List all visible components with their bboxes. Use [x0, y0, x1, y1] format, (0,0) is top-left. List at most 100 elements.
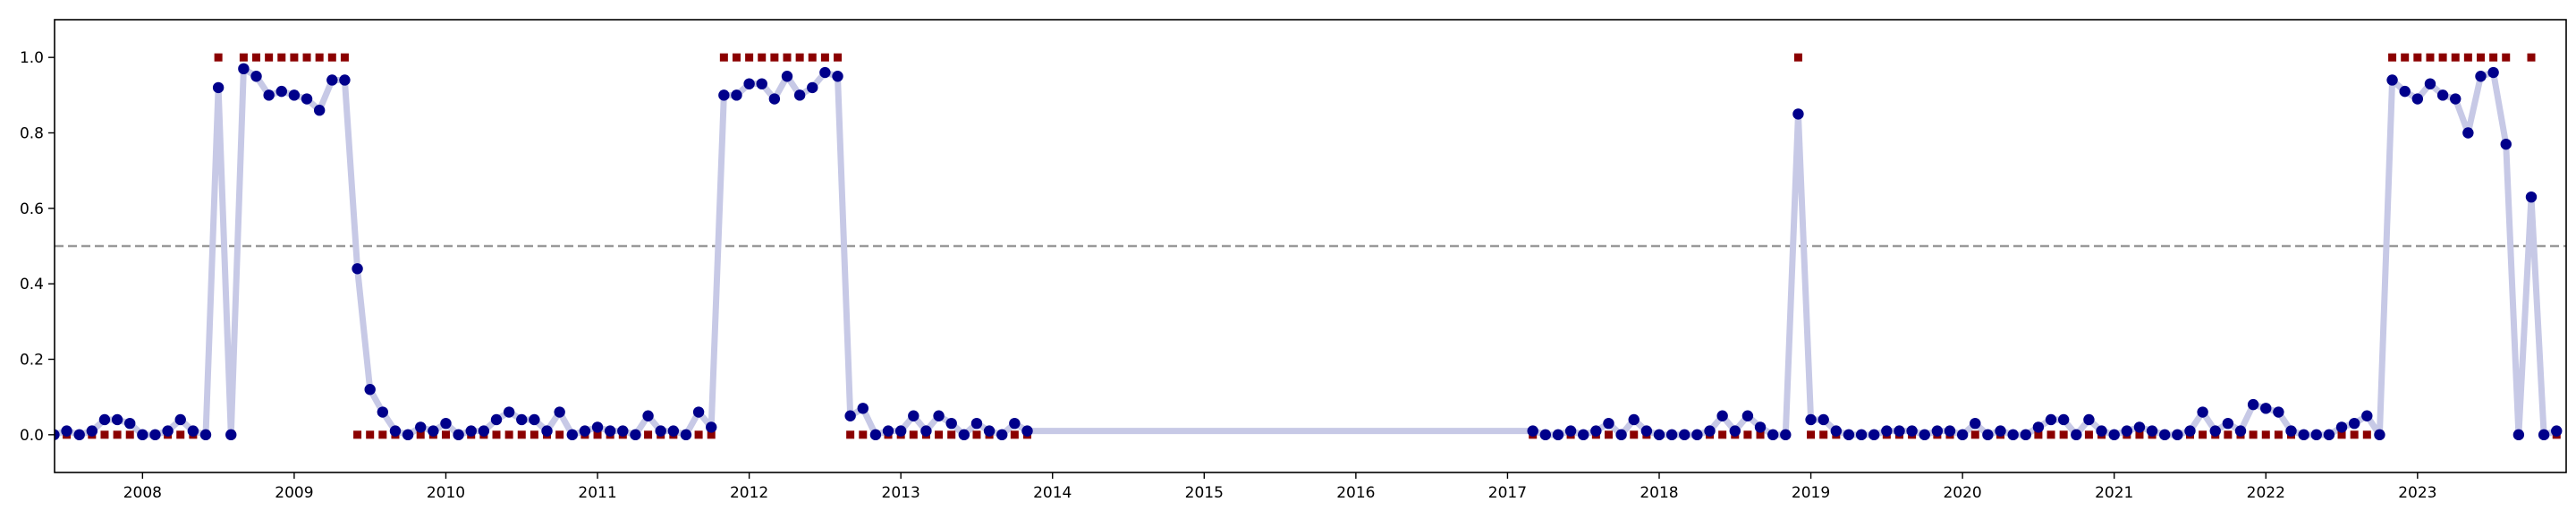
label-marker — [758, 53, 767, 62]
probability-point — [1855, 429, 1868, 441]
probability-point — [617, 425, 629, 437]
probability-point — [1780, 429, 1792, 441]
probability-point — [958, 429, 970, 441]
probability-point — [1615, 429, 1627, 441]
y-tick-label: 0.6 — [20, 200, 44, 218]
label-marker — [2261, 430, 2270, 439]
probability-point — [1539, 429, 1552, 441]
probability-point — [579, 425, 591, 437]
probability-point — [1653, 429, 1665, 441]
label-marker — [290, 53, 299, 62]
probability-point — [933, 410, 945, 421]
label-marker — [2046, 430, 2055, 439]
label-marker — [972, 430, 981, 439]
label-marker — [504, 430, 513, 439]
probability-point — [743, 78, 755, 89]
probability-point — [655, 425, 666, 437]
probability-point — [1956, 429, 1969, 441]
probability-point — [339, 74, 351, 86]
probability-point — [706, 421, 717, 433]
probability-point — [642, 410, 654, 421]
x-tick-label: 2021 — [2095, 484, 2133, 502]
probability-point — [2335, 421, 2348, 433]
probability-point — [2285, 425, 2297, 437]
label-marker — [1743, 430, 1752, 439]
axes-frame — [54, 19, 2567, 473]
probability-point — [2323, 429, 2335, 441]
probability-point — [288, 89, 301, 101]
label-marker — [517, 430, 526, 439]
axes: 0.0 0.2 0.4 0.6 0.8 1.0 2008 2009 2010 2011 2012 20… — [20, 19, 2567, 502]
probability-point — [1590, 425, 1602, 437]
probability-point — [2032, 421, 2045, 433]
label-marker — [530, 430, 538, 439]
x-tick-label: 2008 — [123, 484, 162, 502]
probability-point — [692, 406, 705, 418]
label-marker — [2337, 430, 2346, 439]
probability-point — [2361, 410, 2373, 421]
probability-point — [516, 413, 528, 426]
probability-point — [1881, 425, 1893, 437]
probability-point — [2462, 127, 2474, 139]
label-marker — [2502, 53, 2511, 62]
label-marker — [1793, 53, 1802, 62]
label-marker — [277, 53, 286, 62]
probability-point — [2108, 429, 2120, 441]
probability-point — [1970, 417, 1981, 430]
probability-point — [731, 89, 742, 101]
probability-point — [2184, 425, 2196, 437]
probability-point — [2197, 406, 2208, 418]
label-marker — [1756, 430, 1765, 439]
plot-layer — [55, 53, 2566, 441]
label-marker — [315, 53, 324, 62]
label-marker — [2274, 430, 2283, 439]
plot-area — [55, 53, 2566, 441]
label-marker — [783, 53, 792, 62]
probability-point — [2411, 93, 2424, 105]
probability-point — [1767, 429, 1779, 441]
probability-point — [1628, 413, 1640, 426]
probability-point — [819, 66, 831, 79]
probability-point — [2083, 413, 2095, 426]
probability-point — [781, 71, 793, 82]
probability-point — [212, 81, 225, 94]
x-tick-label: 2023 — [2398, 484, 2436, 502]
probability-point — [1919, 429, 1930, 441]
probability-point — [1868, 429, 1880, 441]
probability-point — [490, 413, 503, 426]
label-marker — [2476, 53, 2485, 62]
label-marker — [2034, 430, 2043, 439]
probability-point — [2121, 425, 2133, 437]
label-marker — [947, 430, 956, 439]
probability-point — [149, 429, 161, 441]
label-marker — [353, 430, 362, 439]
label-marker — [492, 430, 501, 439]
probability-point — [73, 429, 85, 441]
probability-point — [2007, 429, 2019, 441]
probability-point — [364, 384, 376, 396]
label-marker — [1630, 430, 1639, 439]
label-marker — [1970, 430, 1979, 439]
probability-point — [1944, 425, 1956, 437]
label-marker — [2350, 430, 2359, 439]
label-marker — [795, 53, 804, 62]
label-marker — [555, 430, 564, 439]
probability-point — [263, 89, 275, 101]
label-marker — [1604, 430, 1613, 439]
probability-point — [1578, 429, 1589, 441]
probability-point — [187, 425, 199, 437]
probability-point — [1894, 425, 1905, 437]
probability-point — [1906, 425, 1918, 437]
probability-point — [591, 421, 604, 433]
probability-point — [225, 429, 237, 441]
probability-point — [2424, 78, 2436, 89]
probability-point — [768, 93, 781, 105]
probability-point — [2386, 74, 2398, 86]
x-tick-label: 2014 — [1033, 484, 1072, 502]
probability-point — [857, 403, 869, 414]
probability-point — [440, 417, 452, 430]
probability-point — [882, 425, 894, 437]
probability-point — [604, 425, 616, 437]
probability-point — [1564, 425, 1577, 437]
